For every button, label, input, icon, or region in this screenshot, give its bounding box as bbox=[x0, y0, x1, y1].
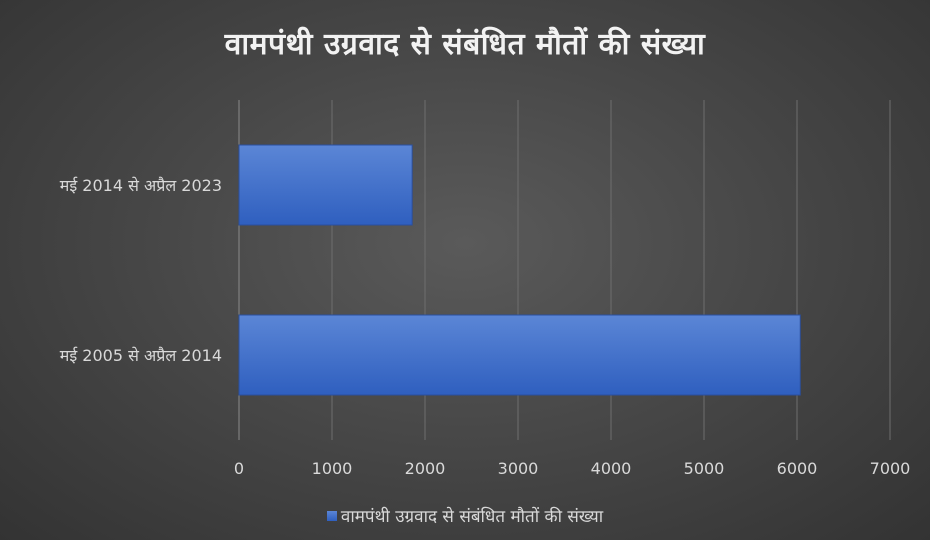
x-tick-label: 1000 bbox=[312, 459, 353, 478]
y-category-label: मई 2014 से अप्रैल 2023 bbox=[60, 176, 222, 195]
x-tick-label: 6000 bbox=[777, 459, 818, 478]
x-tick-label: 2000 bbox=[405, 459, 446, 478]
x-tick-label: 7000 bbox=[870, 459, 911, 478]
legend: वामपंथी उग्रवाद से संबंधित मौतों की संख्… bbox=[0, 504, 930, 527]
x-tick-label: 5000 bbox=[684, 459, 725, 478]
bar bbox=[238, 314, 801, 396]
legend-label: वामपंथी उग्रवाद से संबंधित मौतों की संख्… bbox=[340, 507, 604, 527]
y-category-label: मई 2005 से अप्रैल 2014 bbox=[60, 346, 222, 365]
x-tick-label: 4000 bbox=[591, 459, 632, 478]
legend-swatch bbox=[326, 511, 337, 521]
x-tick-label: 0 bbox=[234, 459, 244, 478]
x-tick-label: 3000 bbox=[498, 459, 539, 478]
bar bbox=[238, 144, 413, 226]
chart-title: वामपंथी उग्रवाद से संबंधित मौतों की संख्… bbox=[224, 27, 706, 62]
